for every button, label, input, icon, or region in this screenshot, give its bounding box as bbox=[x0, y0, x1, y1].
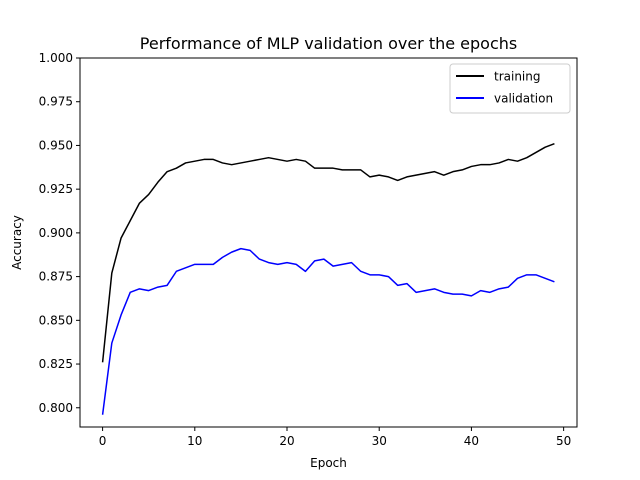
series-line-training bbox=[101, 142, 555, 363]
x-axis-ticks: 0 10 20 30 40 50 bbox=[99, 427, 571, 448]
y-tick-label: 0.900 bbox=[39, 226, 73, 240]
x-tick-label: 0 bbox=[99, 434, 107, 448]
chart-title: Performance of MLP validation over the e… bbox=[140, 34, 517, 53]
x-tick-label: 10 bbox=[187, 434, 202, 448]
y-tick-label: 0.825 bbox=[39, 357, 73, 371]
y-tick-label: 1.000 bbox=[39, 51, 73, 65]
legend-label-validation: validation bbox=[494, 92, 553, 106]
x-tick-label: 50 bbox=[556, 434, 571, 448]
x-tick-label: 20 bbox=[279, 434, 294, 448]
y-tick-label: 0.975 bbox=[39, 95, 73, 109]
x-tick-label: 30 bbox=[372, 434, 387, 448]
y-axis-label: Accuracy bbox=[10, 215, 24, 270]
y-tick-label: 0.925 bbox=[39, 182, 73, 196]
plot-frame bbox=[79, 57, 578, 428]
legend-label-training: training bbox=[494, 70, 541, 84]
legend: training validation bbox=[449, 63, 571, 114]
series-line-validation bbox=[101, 247, 555, 415]
plot-area bbox=[101, 142, 555, 415]
x-tick-label: 40 bbox=[464, 434, 479, 448]
y-tick-label: 0.800 bbox=[39, 401, 73, 415]
y-tick-label: 0.875 bbox=[39, 270, 73, 284]
y-axis-ticks: 0.800 0.825 0.850 0.875 0.900 0.925 0.950 0.975… bbox=[39, 51, 80, 415]
y-tick-label: 0.850 bbox=[39, 313, 73, 327]
x-axis-label: Epoch bbox=[310, 456, 347, 470]
y-tick-label: 0.950 bbox=[39, 138, 73, 152]
